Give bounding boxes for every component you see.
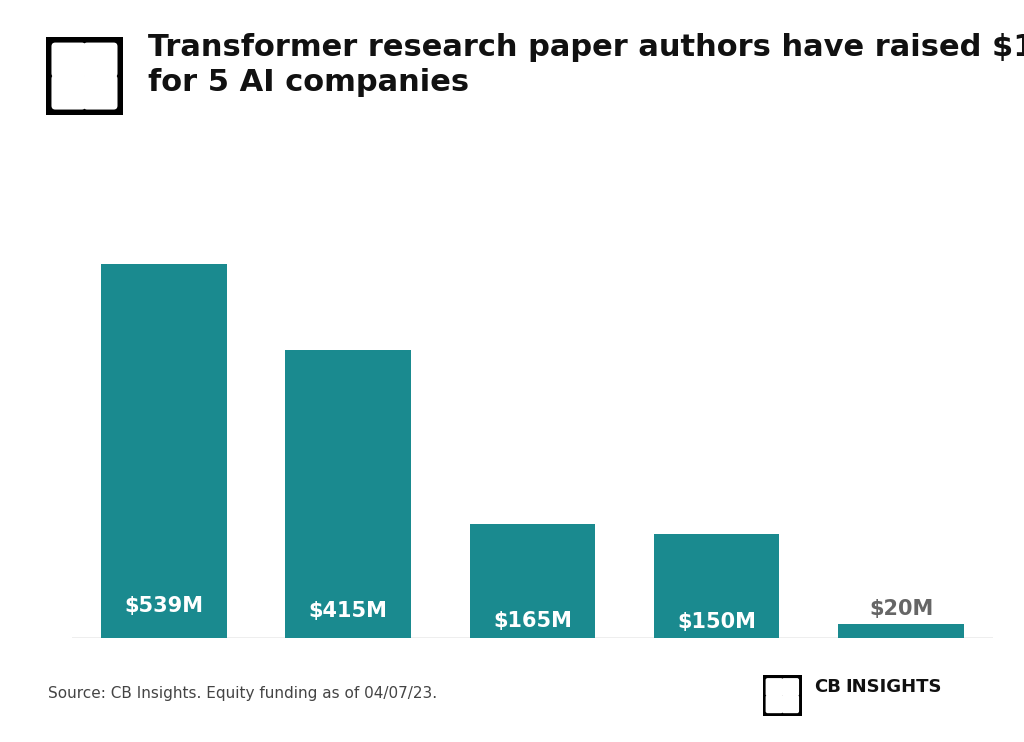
FancyBboxPatch shape — [83, 42, 118, 77]
Bar — [470, 524, 595, 638]
FancyBboxPatch shape — [83, 75, 118, 110]
FancyBboxPatch shape — [781, 678, 799, 696]
Text: CB: CB — [814, 678, 841, 696]
Bar — [839, 624, 964, 638]
Text: $165M: $165M — [493, 611, 572, 631]
Text: $20M: $20M — [869, 599, 933, 619]
Bar — [101, 264, 226, 638]
Text: Source: CB Insights. Equity funding as of 04/07/23.: Source: CB Insights. Equity funding as o… — [48, 686, 437, 701]
FancyBboxPatch shape — [781, 695, 799, 713]
FancyBboxPatch shape — [51, 42, 86, 77]
FancyBboxPatch shape — [51, 75, 86, 110]
Bar — [286, 350, 411, 638]
Text: $539M: $539M — [124, 596, 204, 616]
Bar — [654, 534, 779, 638]
Text: Transformer research paper authors have raised $1.3B
for 5 AI companies: Transformer research paper authors have … — [148, 33, 1024, 97]
Text: $415M: $415M — [308, 601, 388, 621]
Text: INSIGHTS: INSIGHTS — [846, 678, 942, 696]
Text: $150M: $150M — [677, 612, 757, 632]
FancyBboxPatch shape — [766, 678, 783, 696]
FancyBboxPatch shape — [766, 695, 783, 713]
